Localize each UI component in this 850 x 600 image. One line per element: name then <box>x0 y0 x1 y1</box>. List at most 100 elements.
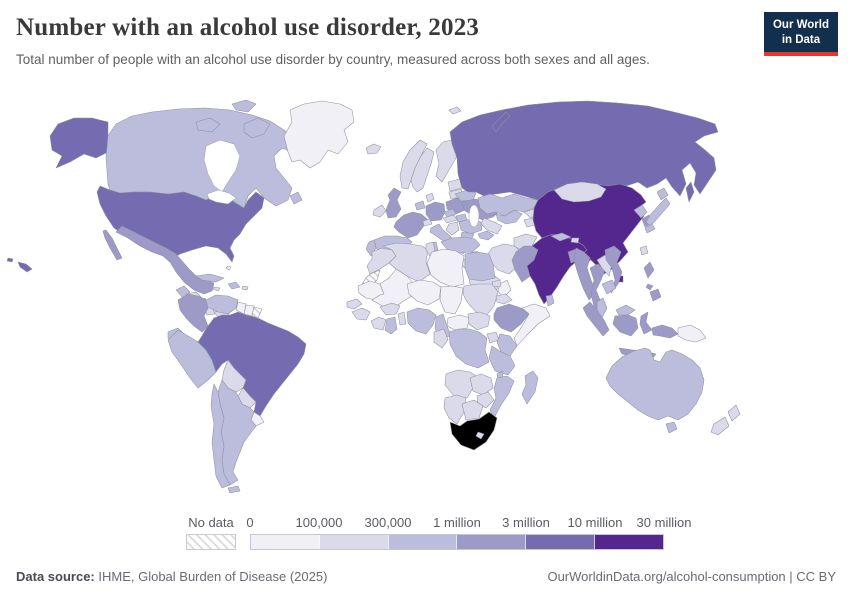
country-burkina-faso[interactable] <box>379 302 401 316</box>
country-colombia[interactable] <box>177 293 209 333</box>
country-tanzania[interactable] <box>488 345 516 376</box>
country-tasmania[interactable] <box>665 421 678 434</box>
country-ireland[interactable] <box>372 204 387 218</box>
country-uzbekistan[interactable] <box>495 209 523 225</box>
country-iceland[interactable] <box>365 143 382 155</box>
country-botswana[interactable] <box>461 399 484 421</box>
legend-segment-4[interactable] <box>456 535 526 549</box>
country-dr-congo[interactable] <box>448 328 490 369</box>
country-cote-divoire[interactable] <box>370 316 387 331</box>
country-chile[interactable] <box>210 383 231 489</box>
country-alaska-usa[interactable] <box>49 117 109 169</box>
country-svalbard[interactable] <box>448 106 462 115</box>
attribution-link[interactable]: OurWorldinData.org/alcohol-consumption |… <box>547 569 836 584</box>
country-nigeria[interactable] <box>406 307 437 335</box>
country-niger[interactable] <box>406 279 442 306</box>
country-malaysia[interactable] <box>596 297 608 319</box>
country-ethiopia[interactable] <box>493 303 530 333</box>
country-vietnam[interactable] <box>604 245 623 294</box>
legend-segment-3[interactable] <box>387 535 457 549</box>
legend-color-bar[interactable] <box>250 534 664 550</box>
country-bolivia[interactable] <box>221 359 247 393</box>
country-central-african-republic[interactable] <box>446 314 471 331</box>
country-hawaii-usa-2[interactable] <box>17 261 33 273</box>
country-sri-lanka[interactable] <box>545 294 555 307</box>
owid-logo[interactable]: Our World in Data <box>763 12 838 56</box>
legend-segment-2[interactable] <box>318 535 388 549</box>
country-serbia[interactable] <box>445 221 460 236</box>
country-indonesia-sumatra[interactable] <box>582 301 610 337</box>
country-mozambique[interactable] <box>489 375 515 419</box>
country-japan-honshu[interactable] <box>645 197 671 227</box>
country-taiwan[interactable] <box>639 245 649 256</box>
country-lesotho[interactable] <box>475 431 485 440</box>
country-somalia[interactable] <box>513 303 551 347</box>
country-russia-novaya-zemlya[interactable] <box>491 111 511 133</box>
country-zambia[interactable] <box>469 373 494 396</box>
country-cambodia[interactable] <box>601 279 617 295</box>
country-austria[interactable] <box>442 214 458 224</box>
country-brazil[interactable] <box>197 311 307 417</box>
country-south-africa[interactable] <box>449 411 498 451</box>
country-russia-sakhalin[interactable] <box>685 181 695 203</box>
country-mexico[interactable] <box>115 225 215 295</box>
country-ghana[interactable] <box>384 316 398 335</box>
country-philippines-luzon[interactable] <box>643 261 655 279</box>
country-algeria[interactable] <box>382 242 431 283</box>
country-north-korea[interactable] <box>633 204 648 219</box>
country-bahamas[interactable] <box>225 265 232 271</box>
country-french-guiana[interactable] <box>251 306 263 319</box>
country-papua-new-guinea[interactable] <box>677 324 707 343</box>
country-tierra-del-fuego[interactable] <box>227 485 241 494</box>
country-dominican-republic[interactable] <box>227 281 241 290</box>
country-united-kingdom[interactable] <box>385 187 402 219</box>
country-finland[interactable] <box>435 139 460 183</box>
country-denmark[interactable] <box>425 192 435 203</box>
country-canada-victoria-island[interactable] <box>195 117 221 133</box>
country-canada-ellesmere[interactable] <box>231 99 257 113</box>
country-greenland[interactable] <box>283 100 355 169</box>
country-oman[interactable] <box>497 279 512 299</box>
country-egypt[interactable] <box>464 251 496 282</box>
country-indonesia-papua[interactable] <box>651 324 679 339</box>
country-libya[interactable] <box>426 248 465 288</box>
country-france[interactable] <box>393 211 428 239</box>
country-new-zealand-north[interactable] <box>727 404 741 422</box>
country-mexico-baja[interactable] <box>102 229 123 261</box>
country-germany[interactable] <box>425 201 446 222</box>
country-kazakhstan[interactable] <box>477 193 539 217</box>
country-morocco[interactable] <box>366 247 397 275</box>
country-netherlands[interactable] <box>414 200 426 211</box>
country-malaysia-borneo[interactable] <box>615 304 636 316</box>
country-japan-kyushu[interactable] <box>644 223 656 234</box>
country-indonesia-kalimantan[interactable] <box>612 314 639 337</box>
legend-segment-5[interactable] <box>525 535 595 549</box>
legend-segment-1[interactable] <box>251 535 319 549</box>
country-madagascar[interactable] <box>521 370 539 405</box>
country-new-zealand-south[interactable] <box>710 416 730 436</box>
country-senegal[interactable] <box>346 298 363 310</box>
country-congo[interactable] <box>433 328 449 349</box>
legend-no-data-swatch[interactable] <box>186 534 236 550</box>
country-turkmenistan[interactable] <box>480 217 503 235</box>
country-namibia[interactable] <box>443 394 467 425</box>
country-japan-hokkaido[interactable] <box>656 187 669 201</box>
country-south-sudan[interactable] <box>467 311 491 331</box>
country-bhutan[interactable] <box>570 237 580 244</box>
country-sudan[interactable] <box>462 283 499 317</box>
country-philippines-mindanao[interactable] <box>649 288 662 302</box>
country-eritrea[interactable] <box>495 293 513 305</box>
country-canada-newfoundland[interactable] <box>289 191 303 205</box>
country-chad[interactable] <box>439 285 464 315</box>
country-cuba[interactable] <box>195 273 225 283</box>
country-puerto-rico[interactable] <box>241 285 249 291</box>
country-nepal[interactable] <box>550 232 572 242</box>
country-indonesia-sulawesi[interactable] <box>639 311 653 335</box>
country-australia[interactable] <box>605 347 705 421</box>
country-switzerland[interactable] <box>422 218 433 227</box>
country-jamaica[interactable] <box>212 286 221 292</box>
country-sweden[interactable] <box>410 147 435 193</box>
country-mongolia[interactable] <box>553 181 607 203</box>
country-belarus[interactable] <box>454 189 477 202</box>
country-norway[interactable] <box>399 139 428 190</box>
